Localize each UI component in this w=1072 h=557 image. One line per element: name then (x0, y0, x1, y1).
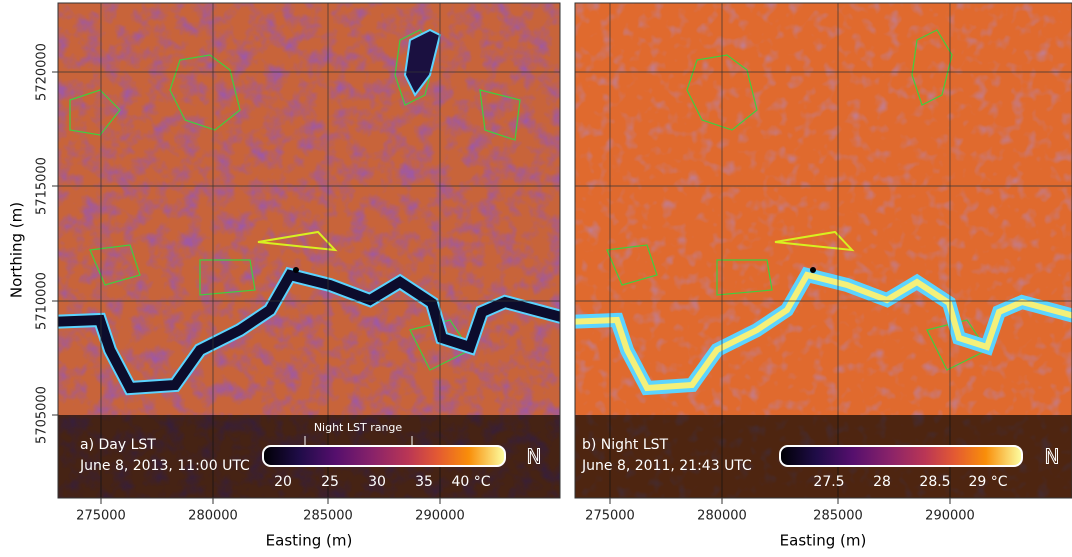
panel-date: June 8, 2011, 21:43 UTC (581, 458, 752, 474)
colorbar-tick-label: 28 (873, 474, 891, 490)
colorbar-tick-label: 40 °C (451, 474, 490, 490)
colorbar-tick-label: 25 (321, 474, 339, 490)
colorbar-tick-label: 30 (368, 474, 386, 490)
y-tick-label: 5710000 (35, 272, 50, 330)
night-map (575, 3, 1072, 498)
colorbar (779, 445, 1023, 467)
colorbar-tick-label: 28.5 (919, 474, 950, 490)
y-tick-label: 5715000 (35, 157, 50, 215)
panel-label: b) Night LST (582, 437, 669, 453)
x-tick-label: 285000 (813, 509, 863, 524)
x-axis-title: Easting (m) (780, 532, 867, 550)
annotation: Night LST range (314, 421, 403, 434)
x-tick-label: 285000 (303, 509, 353, 524)
panel-date: June 8, 2013, 11:00 UTC (79, 458, 250, 474)
x-tick-label: 275000 (585, 509, 635, 524)
x-tick-label: 280000 (697, 509, 747, 524)
y-tick-label: 5705000 (35, 386, 50, 444)
frame (57, 2, 561, 499)
panel-label: a) Day LST (80, 437, 156, 453)
colorbar-tick-label: 29 °C (968, 474, 1007, 490)
x-tick-label: 275000 (76, 509, 126, 524)
x-tick-label: 290000 (415, 509, 465, 524)
colorbar (262, 445, 506, 467)
x-axis-title: Easting (m) (266, 532, 353, 550)
x-tick-label: 280000 (188, 509, 238, 524)
y-axis-title: Northing (m) (8, 202, 26, 298)
colorbar-tick-label: 20 (274, 474, 292, 490)
frame (574, 2, 1072, 499)
colorbar-tick-label: 27.5 (813, 474, 844, 490)
y-tick-label: 5720000 (35, 43, 50, 101)
colorbar-tick-label: 35 (415, 474, 433, 490)
x-tick-label: 290000 (925, 509, 975, 524)
day-map (58, 3, 560, 498)
north-arrow: N (1045, 445, 1060, 469)
north-arrow: N (527, 445, 542, 469)
